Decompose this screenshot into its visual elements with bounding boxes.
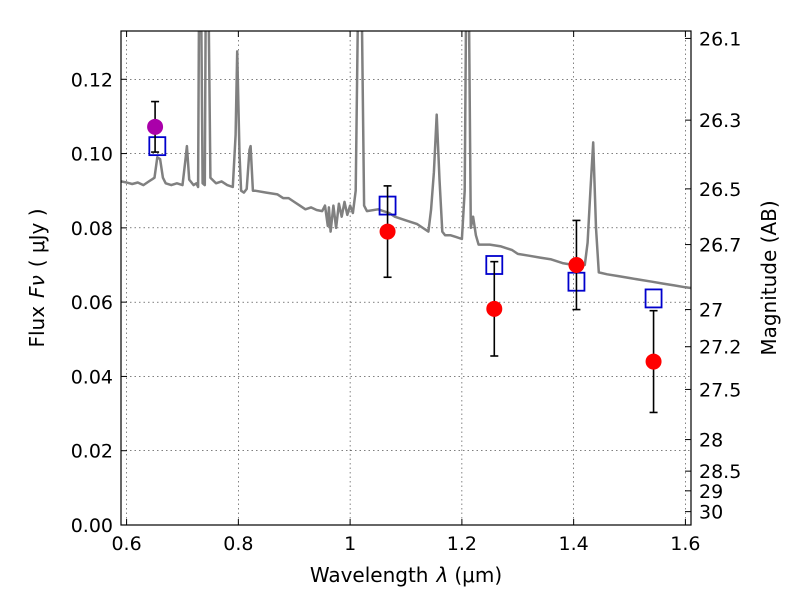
right-axis-label: Magnitude (AB): [757, 200, 781, 355]
spectrum-line: [121, 31, 691, 290]
right-tick-label: 28: [699, 430, 723, 452]
model-photometry-square: [644, 288, 663, 309]
model-photometry-square: [148, 136, 167, 157]
right-tick-label: 27.2: [699, 337, 741, 359]
ticks-layer: 0.6 0.8 1 1.2 1.4 1.6 0.00 0.02 0.04 0.06 0.08 0.10…: [71, 28, 742, 555]
spectrum-layer: [121, 31, 691, 290]
y-axis-label: FluxFν( μJy ): [25, 208, 49, 347]
x-axis-label: Wavelength λ (μm): [310, 563, 502, 587]
right-tick-label: 30: [699, 502, 723, 524]
x-tick-label: 1.2: [447, 533, 477, 555]
y-tick-label: 0.04: [71, 366, 113, 388]
observed-flux-point: [645, 353, 662, 370]
x-tick-label: 0.8: [223, 533, 253, 555]
right-tick-label: 26.3: [699, 110, 741, 132]
markers-layer: [147, 100, 663, 414]
right-tick-label: 26.1: [699, 28, 741, 50]
x-tick-label: 1: [344, 533, 356, 555]
grid-lines: [121, 31, 691, 526]
plot-frame: [120, 30, 692, 526]
x-tick-label: 0.6: [111, 533, 141, 555]
y-tick-label: 0.10: [71, 144, 113, 166]
right-tick-label: 29: [699, 481, 723, 503]
right-tick-label: 28.5: [699, 461, 741, 483]
right-tick-label: 26.5: [699, 179, 741, 201]
y-tick-label: 0.00: [71, 515, 113, 537]
y-tick-label: 0.08: [71, 218, 113, 240]
y-tick-label: 0.12: [71, 69, 113, 91]
observed-flux-point: [568, 257, 585, 273]
y-tick-label: 0.02: [71, 441, 113, 463]
right-tick-label: 27.5: [699, 379, 741, 401]
observed-flux-point: [486, 300, 503, 317]
x-tick-label: 1.4: [559, 533, 589, 555]
observed-flux-point: [147, 118, 164, 135]
right-tick-label: 26.7: [699, 235, 741, 257]
y-tick-label: 0.06: [71, 292, 113, 314]
x-tick-label: 1.6: [670, 533, 700, 555]
observed-flux-point: [379, 223, 396, 240]
right-tick-label: 27: [699, 300, 723, 322]
